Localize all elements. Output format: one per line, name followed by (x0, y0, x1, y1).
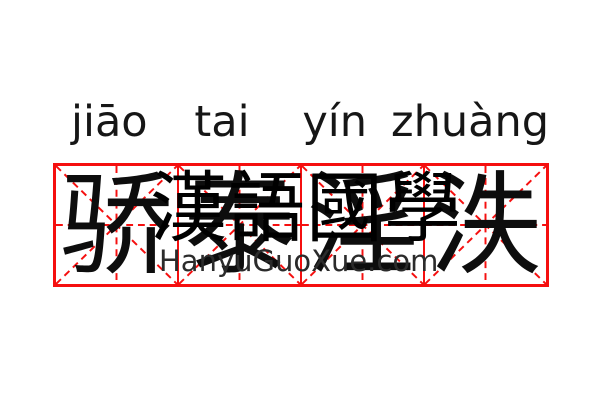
grid-cell-2: 泰 (179, 166, 302, 284)
hanzi-character-3: 淫 (306, 161, 419, 291)
pinyin-cell: yín (278, 96, 391, 148)
grid-cell-3: 淫 (302, 166, 425, 284)
mizige-guide-lines (179, 166, 300, 284)
pinyin-cell: tai (166, 96, 279, 148)
watermark-site-text: HanyuGuoXue.com (159, 244, 439, 278)
mizige-guide-lines (302, 166, 423, 284)
mizige-guide-lines (425, 166, 546, 284)
hanzi-character-4: 泆 (429, 161, 542, 291)
hanzi-character-1: 骄 (60, 161, 173, 291)
pinyin-syllable-2: tai (194, 97, 250, 147)
pinyin-syllable-1: jiāo (71, 97, 148, 147)
pinyin-cell: jiāo (53, 96, 166, 148)
pinyin-syllable-4: zhuàng (391, 97, 549, 147)
pinyin-cell: zhuàng (391, 96, 549, 148)
watermark-cjk-text: 漢語國學 (150, 165, 462, 254)
mizige-guide-lines (56, 166, 177, 284)
pinyin-syllable-3: yín (302, 97, 367, 147)
grid-cell-1: 骄 (56, 166, 179, 284)
hanzi-character-2: 泰 (183, 161, 296, 291)
pinyin-row: jiāo tai yín zhuàng (53, 96, 549, 148)
hanzi-grid: 骄 泰 淫 (53, 163, 549, 287)
grid-cell-4: 泆 (425, 166, 546, 284)
